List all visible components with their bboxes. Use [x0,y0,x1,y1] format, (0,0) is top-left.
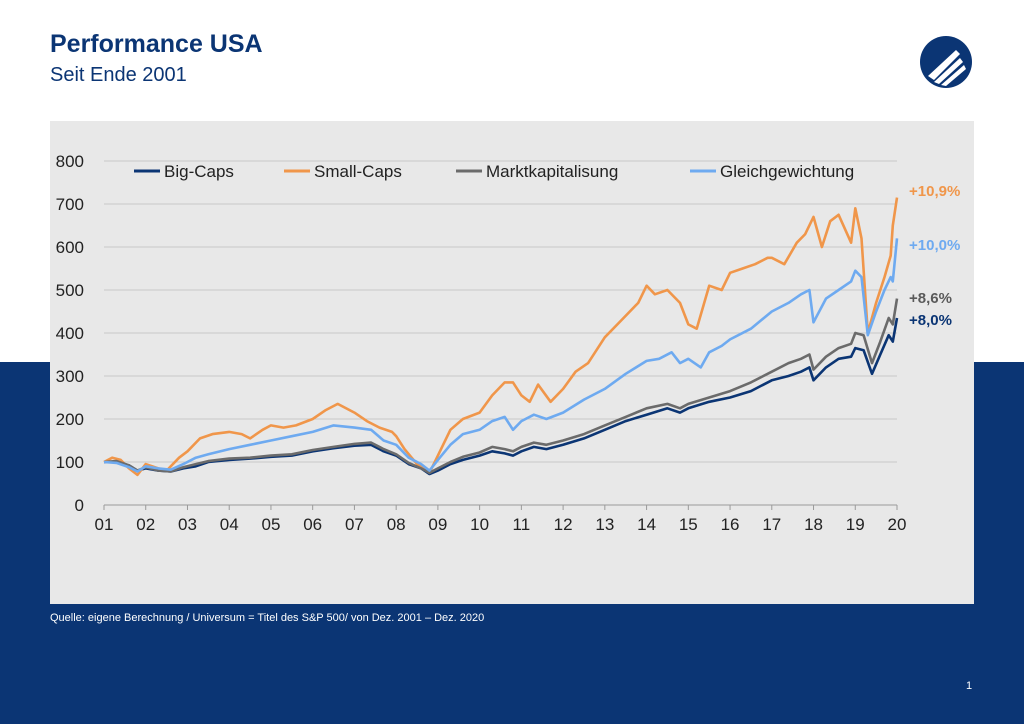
brand-logo-icon [920,36,972,88]
series-line-marktkapitalisung [103,298,899,475]
x-tick-label: 15 [679,515,698,534]
y-tick-label: 200 [56,410,84,429]
page-subtitle: Seit Ende 2001 [50,64,187,86]
y-tick-label: 0 [75,496,84,515]
page-number: 1 [966,680,973,692]
x-tick-label: 08 [387,515,406,534]
performance-chart: 0 100 200 300 400 500 600 700 800 01 02 03 04 05 06 07 0… [56,152,907,534]
legend-label: Gleichgewichtung [720,162,854,181]
series-line-small-caps [103,197,899,477]
legend-label: Small-Caps [314,162,402,181]
x-tick-label: 12 [554,515,573,534]
x-tick-label: 04 [220,515,239,534]
x-tick-label: 18 [804,515,823,534]
source-note: Quelle: eigene Berechnung / Universum = … [50,612,485,624]
x-tick-label: 06 [303,515,322,534]
x-tick-label: 16 [721,515,740,534]
series-line-gleichgewichtung [103,238,899,473]
y-tick-label: 300 [56,367,84,386]
x-tick-label: 05 [261,515,280,534]
y-tick-label: 400 [56,324,84,343]
x-tick-label: 11 [513,515,531,534]
x-tick-label: 09 [428,515,447,534]
y-tick-label: 500 [56,281,84,300]
x-tick-label: 19 [846,515,865,534]
x-tick-label: 07 [345,515,364,534]
y-tick-label: 800 [56,152,84,171]
y-tick-label: 600 [56,238,84,257]
page-title: Performance USA [50,30,263,58]
x-tick-label: 13 [595,515,614,534]
x-tick-label: 01 [95,515,114,534]
x-tick-label: 10 [470,515,489,534]
x-tick-label: 20 [888,515,907,534]
legend-label: Marktkapitalisung [486,162,618,181]
end-label-gleichgewichtung: +10,0% [909,237,961,254]
y-tick-label: 700 [56,195,84,214]
x-tick-label: 17 [762,515,781,534]
y-tick-label: 100 [56,453,84,472]
end-label-marktkapitalisung: +8,6% [909,290,952,307]
x-tick-label: 03 [178,515,197,534]
chart-panel: 0 100 200 300 400 500 600 700 800 01 02 03 04 05 06 07 0… [50,121,974,604]
x-tick-label: 14 [637,515,656,534]
end-label-small-caps: +10,9% [909,183,961,200]
x-tick-label: 02 [136,515,155,534]
end-label-big-caps: +8,0% [909,312,952,329]
legend-label: Big-Caps [164,162,234,181]
